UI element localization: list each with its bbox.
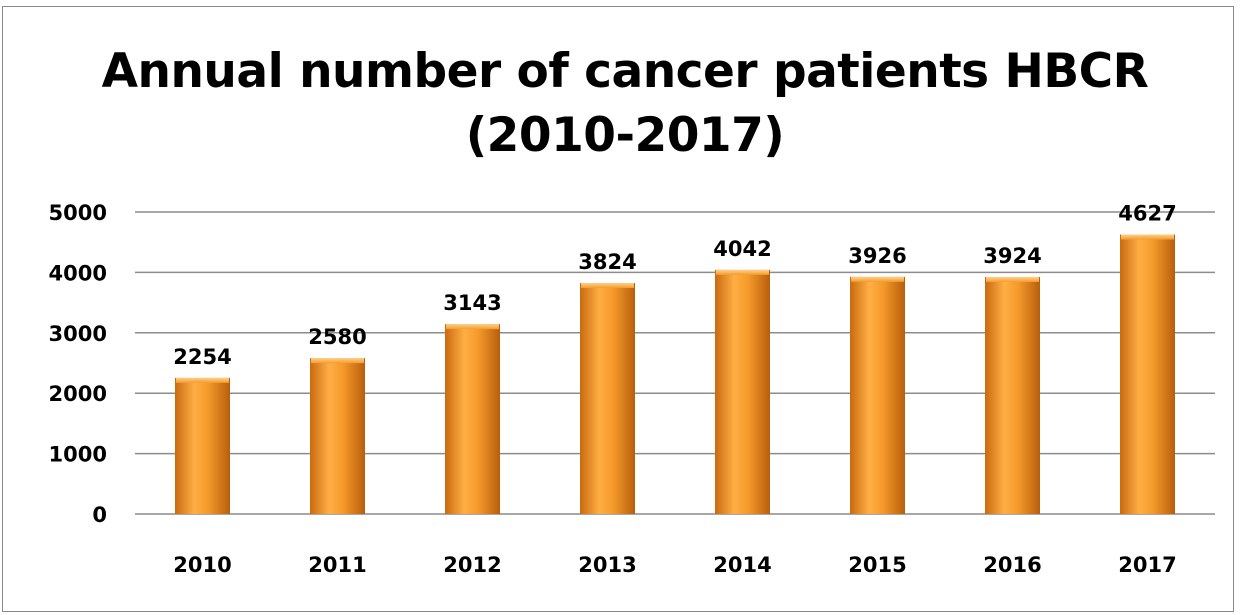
data-labels: 2254 2580 3143 3824 4042 3926 3924 4627: [173, 202, 1176, 369]
bar-highlight: [986, 276, 1039, 282]
data-label: 3926: [848, 244, 906, 268]
gridlines: [135, 211, 1215, 515]
bar-highlight: [311, 358, 364, 364]
x-category-label: 2015: [848, 553, 906, 577]
bar-highlight: [446, 324, 499, 330]
data-label: 4042: [713, 237, 771, 261]
y-tick-label: 4000: [49, 261, 107, 285]
y-tick-label: 3000: [49, 322, 107, 346]
data-label: 3143: [443, 291, 501, 315]
y-tick-label: 0: [92, 503, 107, 527]
x-category-label: 2012: [443, 553, 501, 577]
data-label: 3824: [578, 250, 636, 274]
bar: [985, 276, 1040, 514]
y-axis-ticks: 0 1000 2000 3000 4000 5000: [49, 201, 107, 527]
x-axis-categories: 2010 2011 2012 2013 2014 2015 2016 2017: [173, 553, 1176, 577]
y-tick-label: 2000: [49, 382, 107, 406]
x-category-label: 2011: [308, 553, 366, 577]
bar: [580, 283, 635, 514]
bar: [715, 269, 770, 514]
data-label: 3924: [983, 244, 1041, 268]
bar: [850, 276, 905, 514]
data-label: 2254: [173, 345, 231, 369]
x-category-label: 2013: [578, 553, 636, 577]
data-label: 2580: [308, 325, 366, 349]
x-category-label: 2010: [173, 553, 231, 577]
bar-highlight: [176, 377, 229, 383]
x-category-label: 2017: [1118, 553, 1176, 577]
bar-highlight: [581, 283, 634, 289]
x-category-label: 2014: [713, 553, 771, 577]
bar: [1120, 234, 1175, 514]
bars: [175, 234, 1175, 514]
data-label: 4627: [1118, 202, 1176, 226]
chart-title-line: Annual number of cancer patients HBCR: [101, 44, 1149, 99]
bar-highlight: [1121, 234, 1174, 240]
y-tick-label: 5000: [49, 201, 107, 225]
bar-highlight: [716, 269, 769, 275]
chart-title: Annual number of cancer patients HBCR (2…: [0, 40, 1247, 168]
bar: [445, 324, 500, 514]
bar-highlight: [851, 276, 904, 282]
x-category-label: 2016: [983, 553, 1041, 577]
bar: [175, 377, 230, 514]
chart-subtitle-line: (2010-2017): [465, 108, 785, 163]
y-tick-label: 1000: [49, 443, 107, 467]
bar: [310, 358, 365, 514]
